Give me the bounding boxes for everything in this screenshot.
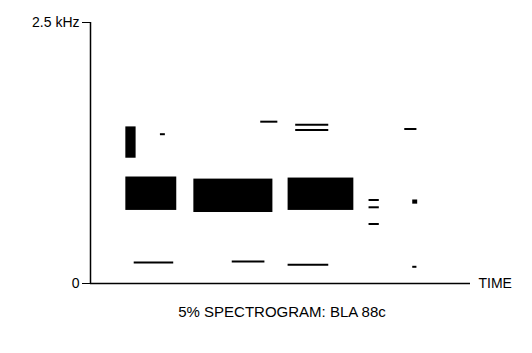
html-text:5% SPECTROGRAM: BLA 88c: 5% SPECTROGRAM: BLA 88c — [178, 303, 386, 320]
svg-text:0: 0 — [72, 275, 80, 291]
svg-text:2.5 kHz: 2.5 kHz — [32, 14, 79, 30]
svg-text:TIME: TIME — [479, 275, 512, 291]
